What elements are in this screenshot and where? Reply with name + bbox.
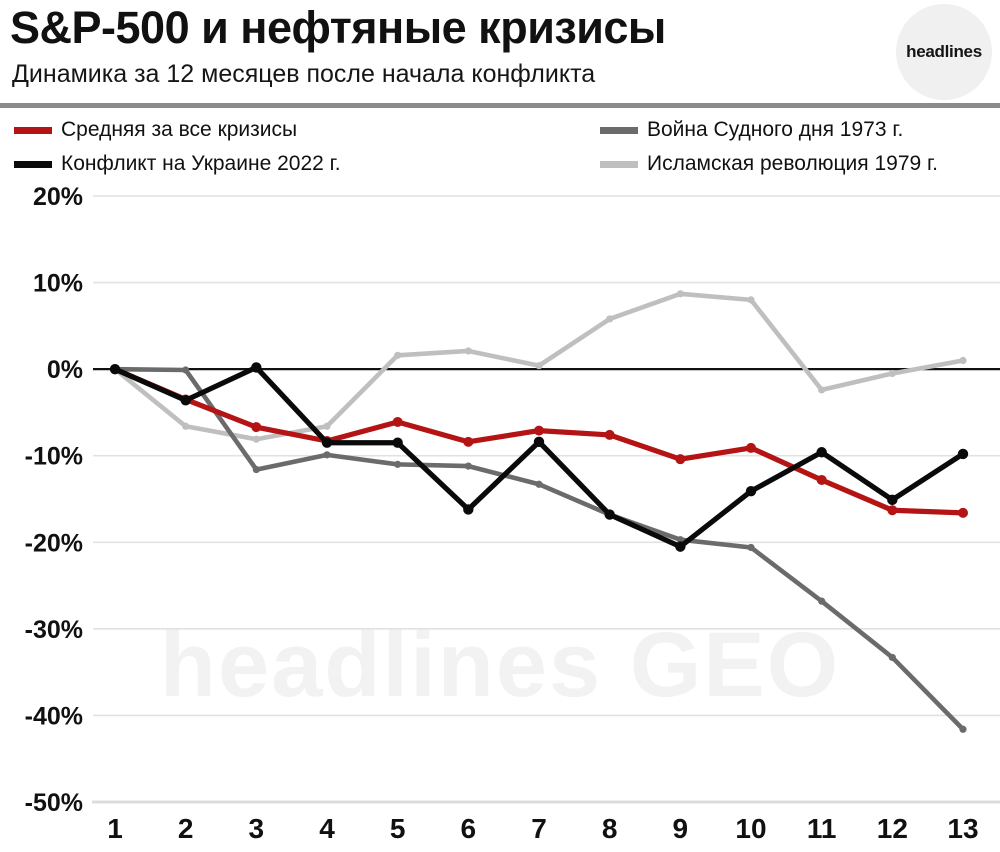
series-3 — [111, 365, 967, 733]
data-point — [182, 366, 190, 374]
chart-legend: Средняя за все кризисы Конфликт на Украи… — [0, 112, 1000, 176]
data-point — [321, 437, 333, 448]
x-axis-tick-label: 12 — [877, 813, 908, 844]
data-point — [463, 436, 474, 447]
data-point — [182, 422, 190, 430]
y-axis-tick-label: -30% — [25, 616, 83, 644]
data-point — [747, 296, 755, 304]
data-point — [816, 447, 827, 458]
x-axis-tick-label: 8 — [602, 813, 618, 844]
data-point — [392, 416, 403, 427]
headlines-logo: headlines — [896, 4, 992, 100]
legend-item-ukraine: Конфликт на Украине 2022 г. — [14, 152, 341, 176]
data-point — [392, 437, 403, 448]
x-axis-tick-label: 10 — [735, 813, 766, 844]
x-axis-tick-label: 13 — [947, 813, 978, 844]
legend-item-average: Средняя за все кризисы — [14, 118, 297, 142]
x-axis-tick-label: 7 — [531, 813, 547, 844]
data-point — [888, 369, 896, 378]
legend-swatch-yom-kippur — [600, 126, 638, 134]
data-point — [251, 362, 262, 373]
legend-item-islamic-revolution: Исламская революция 1979 г. — [600, 152, 938, 176]
header-divider — [0, 103, 1000, 108]
data-point — [816, 474, 827, 485]
x-axis-tick-label: 2 — [178, 813, 194, 844]
data-point — [887, 505, 898, 516]
data-point — [323, 422, 331, 430]
data-point — [533, 436, 545, 448]
data-point — [606, 315, 614, 323]
watermark-text: headlines GEO — [160, 614, 840, 716]
page-subtitle: Динамика за 12 месяцев после начала конф… — [12, 60, 596, 88]
legend-label-ukraine: Конфликт на Украине 2022 г. — [61, 152, 341, 175]
data-point — [747, 543, 755, 552]
y-axis-tick-label: 10% — [33, 270, 83, 298]
data-point — [534, 425, 544, 436]
legend-label-yom-kippur: Война Судного дня 1973 г. — [647, 118, 904, 141]
x-axis-tick-label: 4 — [319, 813, 335, 844]
x-axis-tick-label: 1 — [107, 813, 123, 844]
x-axis-tick-label: 11 — [807, 813, 837, 844]
x-axis-tick-label: 9 — [673, 813, 689, 844]
data-point — [604, 429, 615, 440]
data-point — [818, 597, 826, 605]
line-chart-svg: headlines GEO 20% 10% 0% -10% -20% -30% -40% -5… — [25, 183, 1000, 844]
data-point — [888, 653, 896, 662]
chart-canvas: headlines GEO 20% 10% 0% -10% -20% -30% -40% -5… — [0, 176, 1000, 852]
series-2 — [109, 362, 969, 552]
series-group — [109, 290, 969, 733]
legend-label-islamic-revolution: Исламская революция 1979 г. — [647, 152, 938, 175]
x-axis-tick-label: 6 — [461, 813, 477, 844]
y-axis-tick-label: -50% — [25, 789, 83, 817]
data-point — [394, 351, 402, 359]
data-point — [675, 541, 686, 552]
page-header: S&P-500 и нефтяные кризисы Динамика за 1… — [0, 0, 1000, 106]
data-point — [745, 486, 757, 497]
x-axis-tick-label: 5 — [390, 813, 406, 844]
x-axis-tick-label: 3 — [249, 813, 265, 844]
watermark: headlines GEO — [160, 614, 840, 716]
data-point — [252, 465, 260, 474]
data-point — [958, 507, 968, 518]
data-point — [252, 435, 260, 443]
y-axis-tick-label: -10% — [25, 443, 83, 471]
data-point — [464, 347, 472, 355]
data-point — [535, 480, 543, 488]
data-point — [604, 509, 615, 520]
legend-swatch-ukraine — [14, 160, 52, 168]
data-point — [251, 422, 262, 433]
data-point — [394, 460, 402, 468]
legend-swatch-average — [14, 126, 52, 134]
data-point — [959, 725, 967, 733]
data-point — [746, 442, 756, 453]
data-point — [676, 290, 684, 298]
logo-label: headlines — [906, 42, 982, 61]
data-point — [463, 504, 474, 515]
x-axis-labels-group: 1 2 3 4 5 6 7 8 9 10 11 12 13 — [107, 813, 978, 844]
data-point — [957, 448, 969, 460]
y-axis-tick-label: 0% — [47, 356, 83, 384]
y-axis-labels-group: 20% 10% 0% -10% -20% -30% -40% -50% — [25, 183, 83, 817]
legend-item-yom-kippur: Война Судного дня 1973 г. — [600, 118, 903, 142]
data-point — [464, 462, 472, 470]
legend-swatch-islamic-revolution — [600, 160, 638, 168]
data-point — [535, 362, 543, 370]
y-axis-tick-label: -20% — [25, 529, 83, 557]
series-line — [112, 364, 966, 550]
y-axis-tick-label: -40% — [25, 702, 83, 730]
data-point — [109, 363, 121, 375]
data-point — [180, 395, 191, 406]
data-point — [675, 454, 686, 465]
data-point — [323, 451, 331, 459]
y-axis-tick-label: 20% — [33, 183, 83, 211]
data-point — [676, 536, 684, 544]
page-title: S&P-500 и нефтяные кризисы — [10, 2, 666, 53]
data-point — [887, 494, 898, 506]
legend-label-average: Средняя за все кризисы — [61, 118, 298, 141]
data-point — [959, 356, 967, 365]
data-point — [818, 386, 826, 394]
